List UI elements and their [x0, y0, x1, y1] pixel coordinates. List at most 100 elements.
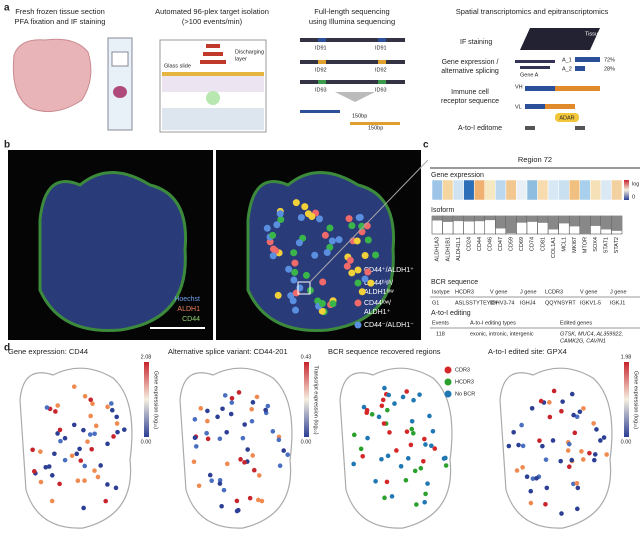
spot: [242, 422, 247, 427]
spot: [537, 438, 542, 443]
colorbar-label: Transcript expression (log₁₀): [313, 365, 319, 434]
spot: [196, 483, 202, 489]
legend-swatch: [354, 299, 362, 307]
gene-label: MCL1: [561, 237, 567, 252]
exon: [525, 126, 535, 130]
spot: [361, 275, 369, 283]
spot: [591, 421, 596, 426]
spot: [88, 413, 93, 419]
spot: [71, 384, 77, 389]
spot: [46, 464, 52, 469]
table-header: Isotype: [432, 289, 450, 295]
read: [300, 80, 405, 84]
table-cell: IGKV1-5: [580, 300, 601, 306]
label: Tissue: [585, 31, 601, 37]
spot: [269, 252, 277, 260]
spot: [221, 487, 227, 493]
spot: [277, 463, 283, 468]
barcode: [318, 60, 326, 64]
read-length: 150bp: [352, 113, 367, 119]
spot: [529, 406, 535, 411]
spot: [269, 245, 277, 253]
label: A_2: [562, 66, 572, 72]
spot: [247, 495, 253, 501]
spot: [49, 473, 55, 478]
gene-label: CD24: [466, 237, 472, 251]
spot: [57, 427, 63, 433]
gene-label: CD74: [530, 237, 536, 251]
spot: [222, 393, 228, 398]
gene-label: ALDH1B1: [445, 237, 451, 261]
spot: [516, 442, 521, 448]
spot: [290, 276, 298, 284]
spot: [52, 451, 57, 457]
legend-label: CDR3: [455, 367, 470, 373]
isoform-bar: [600, 216, 612, 230]
colorbar: [144, 362, 149, 437]
spot: [520, 443, 526, 449]
spot: [358, 446, 364, 452]
spot: [382, 495, 387, 501]
spot: [205, 408, 210, 414]
spot: [421, 458, 426, 464]
spot: [229, 400, 235, 405]
spot: [376, 414, 382, 420]
spot: [592, 457, 597, 463]
spot: [353, 237, 361, 245]
spot: [404, 429, 410, 434]
label: Glass slide: [164, 63, 191, 69]
spot: [571, 481, 576, 487]
spot: [534, 475, 539, 481]
heat-cell: [547, 179, 559, 201]
heat-cell: [611, 179, 623, 201]
spot: [385, 407, 390, 413]
spot: [249, 418, 255, 424]
spot: [550, 438, 556, 443]
spot: [443, 463, 449, 468]
tissue-outline: [339, 367, 453, 529]
step-title: (>100 events/min): [182, 17, 243, 26]
spot: [577, 409, 583, 415]
spot: [285, 265, 293, 273]
spot: [569, 391, 575, 397]
isoform-bar: [537, 216, 549, 223]
isoform-bar: [505, 216, 517, 234]
spot: [89, 446, 95, 452]
colorbar-min: 0.00: [621, 439, 632, 445]
tissue-block: [12, 38, 92, 113]
colorbar-label: Gene expression (log₁₀): [633, 371, 639, 429]
table-cell: G1: [432, 300, 439, 306]
spot: [53, 409, 58, 414]
spot: [423, 491, 428, 497]
spot: [409, 418, 415, 424]
spot: [273, 221, 281, 229]
spot: [209, 478, 214, 483]
spot: [566, 464, 572, 470]
spot: [193, 444, 199, 449]
spot: [311, 251, 319, 259]
spot: [506, 443, 512, 449]
label: Gene A: [520, 72, 539, 78]
spot: [245, 447, 250, 452]
spot: [574, 414, 580, 420]
legend-swatch: [354, 279, 362, 287]
spot: [540, 443, 545, 449]
spot: [519, 422, 524, 428]
legend-label: HCDR3: [455, 379, 474, 385]
region-box: [297, 281, 311, 295]
spot: [249, 407, 254, 412]
spot: [105, 482, 110, 487]
table-cell: ASLSSTYTEYDY: [455, 300, 498, 306]
barcode-id: ID91: [315, 45, 327, 51]
spot: [361, 404, 367, 410]
spot: [418, 465, 424, 471]
spot: [318, 300, 326, 308]
spot: [274, 291, 282, 299]
spot: [587, 450, 592, 456]
spot: [308, 212, 316, 220]
spot: [414, 502, 419, 507]
spot: [423, 442, 428, 447]
spot: [386, 392, 392, 398]
spot: [381, 421, 387, 426]
read-length: 150bp: [368, 125, 383, 131]
